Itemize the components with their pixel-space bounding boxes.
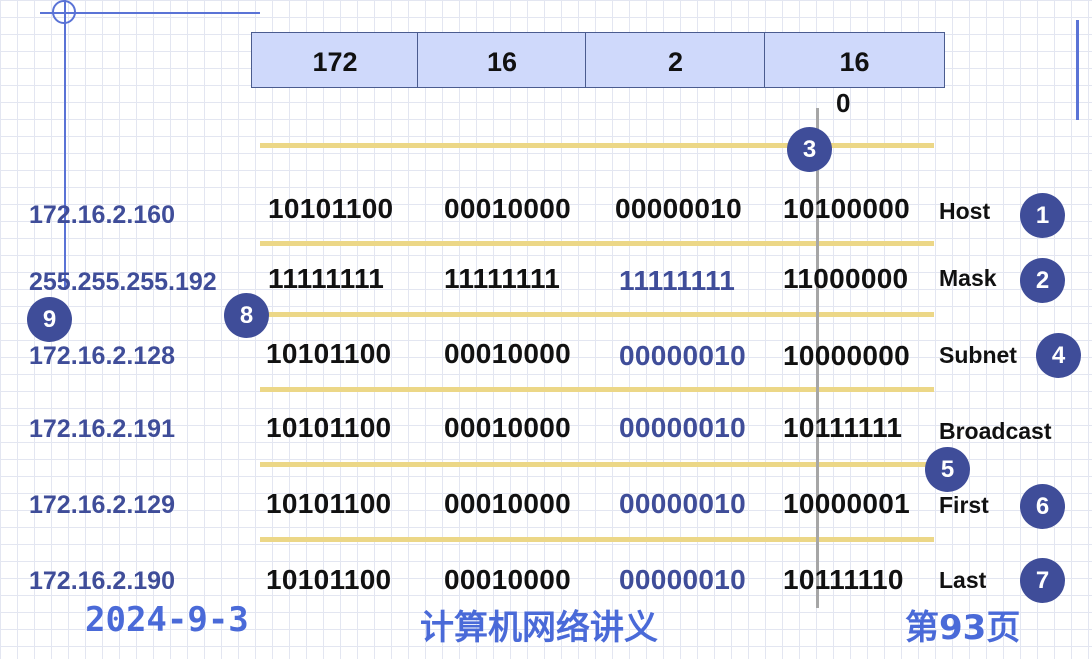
host-tag: Host bbox=[939, 198, 991, 224]
first-octet3-bits: 00000010 bbox=[619, 488, 746, 519]
octet-box-3: 2 bbox=[585, 32, 765, 88]
host-octet3-bits: 00000010 bbox=[615, 193, 742, 224]
subnet-boundary-line bbox=[816, 108, 819, 608]
broadcast-octet2-bits: 00010000 bbox=[444, 412, 571, 443]
last-octet1-bits: 10101100 bbox=[266, 564, 392, 595]
footer-page-number: 第93页 bbox=[905, 608, 1021, 648]
step-badge-4[interactable]: 4 bbox=[1036, 333, 1081, 378]
zero-note: 0 bbox=[836, 88, 851, 118]
first-tag: First bbox=[939, 492, 989, 518]
divider-line bbox=[260, 143, 934, 148]
first-host-address: 172.16.2.129 bbox=[29, 491, 175, 519]
broadcast-octet3-bits: 00000010 bbox=[619, 412, 746, 443]
first-octet4-bits: 10000001 bbox=[783, 488, 910, 519]
subnet-octet1-bits: 10101100 bbox=[266, 338, 392, 369]
host-octet2-bits: 00010000 bbox=[444, 193, 571, 224]
broadcast-address: 172.16.2.191 bbox=[29, 415, 175, 443]
divider-line bbox=[260, 387, 934, 392]
step-badge-7[interactable]: 7 bbox=[1020, 558, 1065, 603]
broadcast-octet1-bits: 10101100 bbox=[266, 412, 392, 443]
mask-octet3-bits: 11111111 bbox=[619, 265, 736, 296]
divider-line bbox=[260, 241, 934, 246]
mask-address: 255.255.255.192 bbox=[29, 268, 217, 296]
step-badge-6[interactable]: 6 bbox=[1020, 484, 1065, 529]
last-octet2-bits: 00010000 bbox=[444, 564, 571, 595]
subnet-address: 172.16.2.128 bbox=[29, 342, 175, 370]
broadcast-octet4-bits: 10111111 bbox=[783, 412, 903, 443]
subnet-octet4-bits: 10000000 bbox=[783, 340, 910, 371]
subnet-octet3-bits: 00000010 bbox=[619, 340, 746, 371]
mask-octet2-bits: 11111111 bbox=[444, 263, 561, 294]
first-octet2-bits: 00010000 bbox=[444, 488, 571, 519]
host-address: 172.16.2.160 bbox=[29, 201, 175, 229]
last-octet3-bits: 00000010 bbox=[619, 564, 746, 595]
octet-box-1: 172 bbox=[251, 32, 418, 88]
octet-box-4: 16 bbox=[764, 32, 945, 88]
last-tag: Last bbox=[939, 567, 987, 593]
right-edge-bar bbox=[1076, 20, 1079, 120]
octet-box-2: 16 bbox=[417, 32, 586, 88]
footer-date: 2024-9-3 bbox=[85, 600, 249, 640]
step-badge-5[interactable]: 5 bbox=[925, 447, 970, 492]
crosshair-horizontal-line bbox=[40, 12, 260, 14]
host-octet1-bits: 10101100 bbox=[268, 193, 394, 224]
step-badge-9[interactable]: 9 bbox=[27, 297, 72, 342]
crosshair-circle-icon bbox=[52, 0, 76, 24]
host-octet4-bits: 10100000 bbox=[783, 193, 910, 224]
step-badge-8[interactable]: 8 bbox=[224, 293, 269, 338]
footer-title: 计算机网络讲义 bbox=[420, 608, 658, 648]
subnet-tag: Subnet bbox=[939, 342, 1017, 368]
broadcast-tag: Broadcast bbox=[939, 418, 1052, 444]
subnet-octet2-bits: 00010000 bbox=[444, 338, 571, 369]
mask-octet4-bits: 11000000 bbox=[783, 263, 909, 294]
divider-line bbox=[260, 462, 934, 467]
step-badge-2[interactable]: 2 bbox=[1020, 258, 1065, 303]
divider-line bbox=[260, 537, 934, 542]
mask-tag: Mask bbox=[939, 265, 997, 291]
first-octet1-bits: 10101100 bbox=[266, 488, 392, 519]
crosshair-vertical-line bbox=[64, 0, 66, 290]
last-octet4-bits: 10111110 bbox=[783, 564, 904, 595]
last-host-address: 172.16.2.190 bbox=[29, 567, 175, 595]
step-badge-1[interactable]: 1 bbox=[1020, 193, 1065, 238]
divider-line bbox=[260, 312, 934, 317]
mask-octet1-bits: 11111111 bbox=[268, 263, 385, 294]
step-badge-3[interactable]: 3 bbox=[787, 127, 832, 172]
